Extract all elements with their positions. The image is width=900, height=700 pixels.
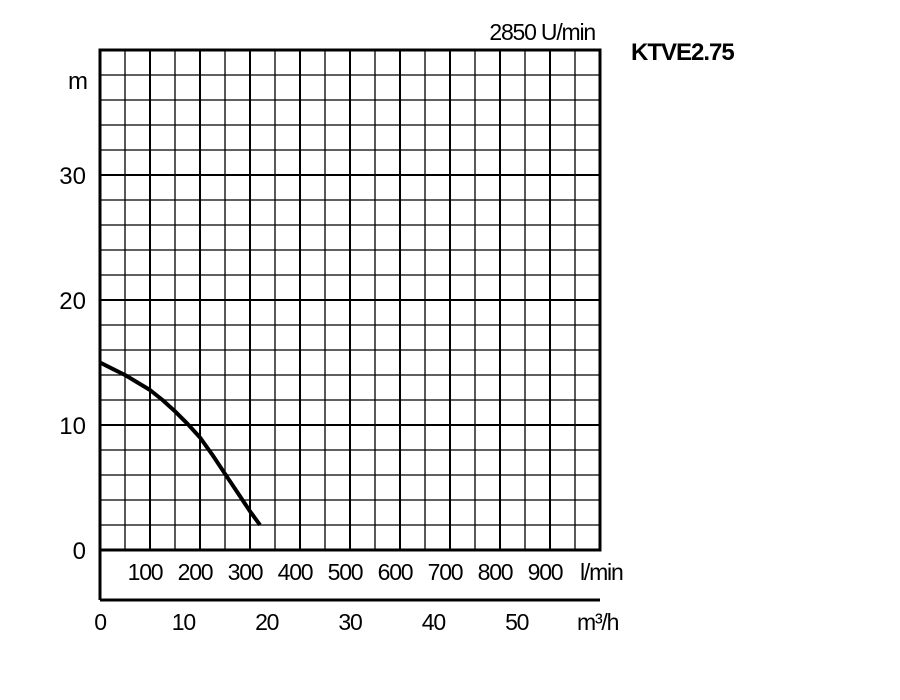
plot-frame — [98, 48, 602, 602]
x-axis-unit-label-m3h: m³/h — [577, 609, 619, 635]
x-tick-label-lmin: 700 — [428, 559, 463, 585]
x-tick-label-lmin: 200 — [178, 559, 213, 585]
plot-border — [98, 48, 602, 552]
x-tick-label-m3h: 10 — [172, 609, 196, 635]
x-tick-label-lmin: 100 — [128, 559, 163, 585]
x-tick-label-lmin: 800 — [478, 559, 513, 585]
y-tick-label: 20 — [59, 288, 86, 315]
x-tick-label-lmin: 400 — [278, 559, 313, 585]
model-label: KTVE2.75 — [631, 39, 734, 66]
x-tick-label-m3h: 30 — [338, 609, 362, 635]
x-tick-label-lmin: 500 — [328, 559, 363, 585]
x-tick-label-m3h: 50 — [505, 609, 529, 635]
x-tick-label-m3h: 0 — [94, 609, 106, 635]
x-tick-label-m3h: 20 — [255, 609, 279, 635]
x-tick-label-lmin: 900 — [528, 559, 563, 585]
y-tick-label: 10 — [59, 413, 86, 440]
grid — [100, 50, 600, 550]
x-tick-label-m3h: 40 — [422, 609, 446, 635]
x-axis-unit-label-lmin: l/min — [580, 559, 623, 585]
x-tick-label-lmin: 600 — [378, 559, 413, 585]
speed-label: 2850 U/min — [489, 19, 595, 45]
y-tick-label: 0 — [73, 538, 86, 565]
y-tick-label: 30 — [59, 163, 86, 190]
curve-layer — [99, 360, 262, 527]
labels: 2850 U/min KTVE2.75 m l/min m³/h — [68, 19, 735, 635]
tick-labels: 0 10 20 30 100 200 300 400 500 600 700 800 900 0 10 20 3… — [59, 163, 564, 635]
y-axis-unit-label: m — [68, 68, 88, 95]
x-tick-label-lmin: 300 — [228, 559, 263, 585]
pump-curve-line — [99, 360, 262, 527]
